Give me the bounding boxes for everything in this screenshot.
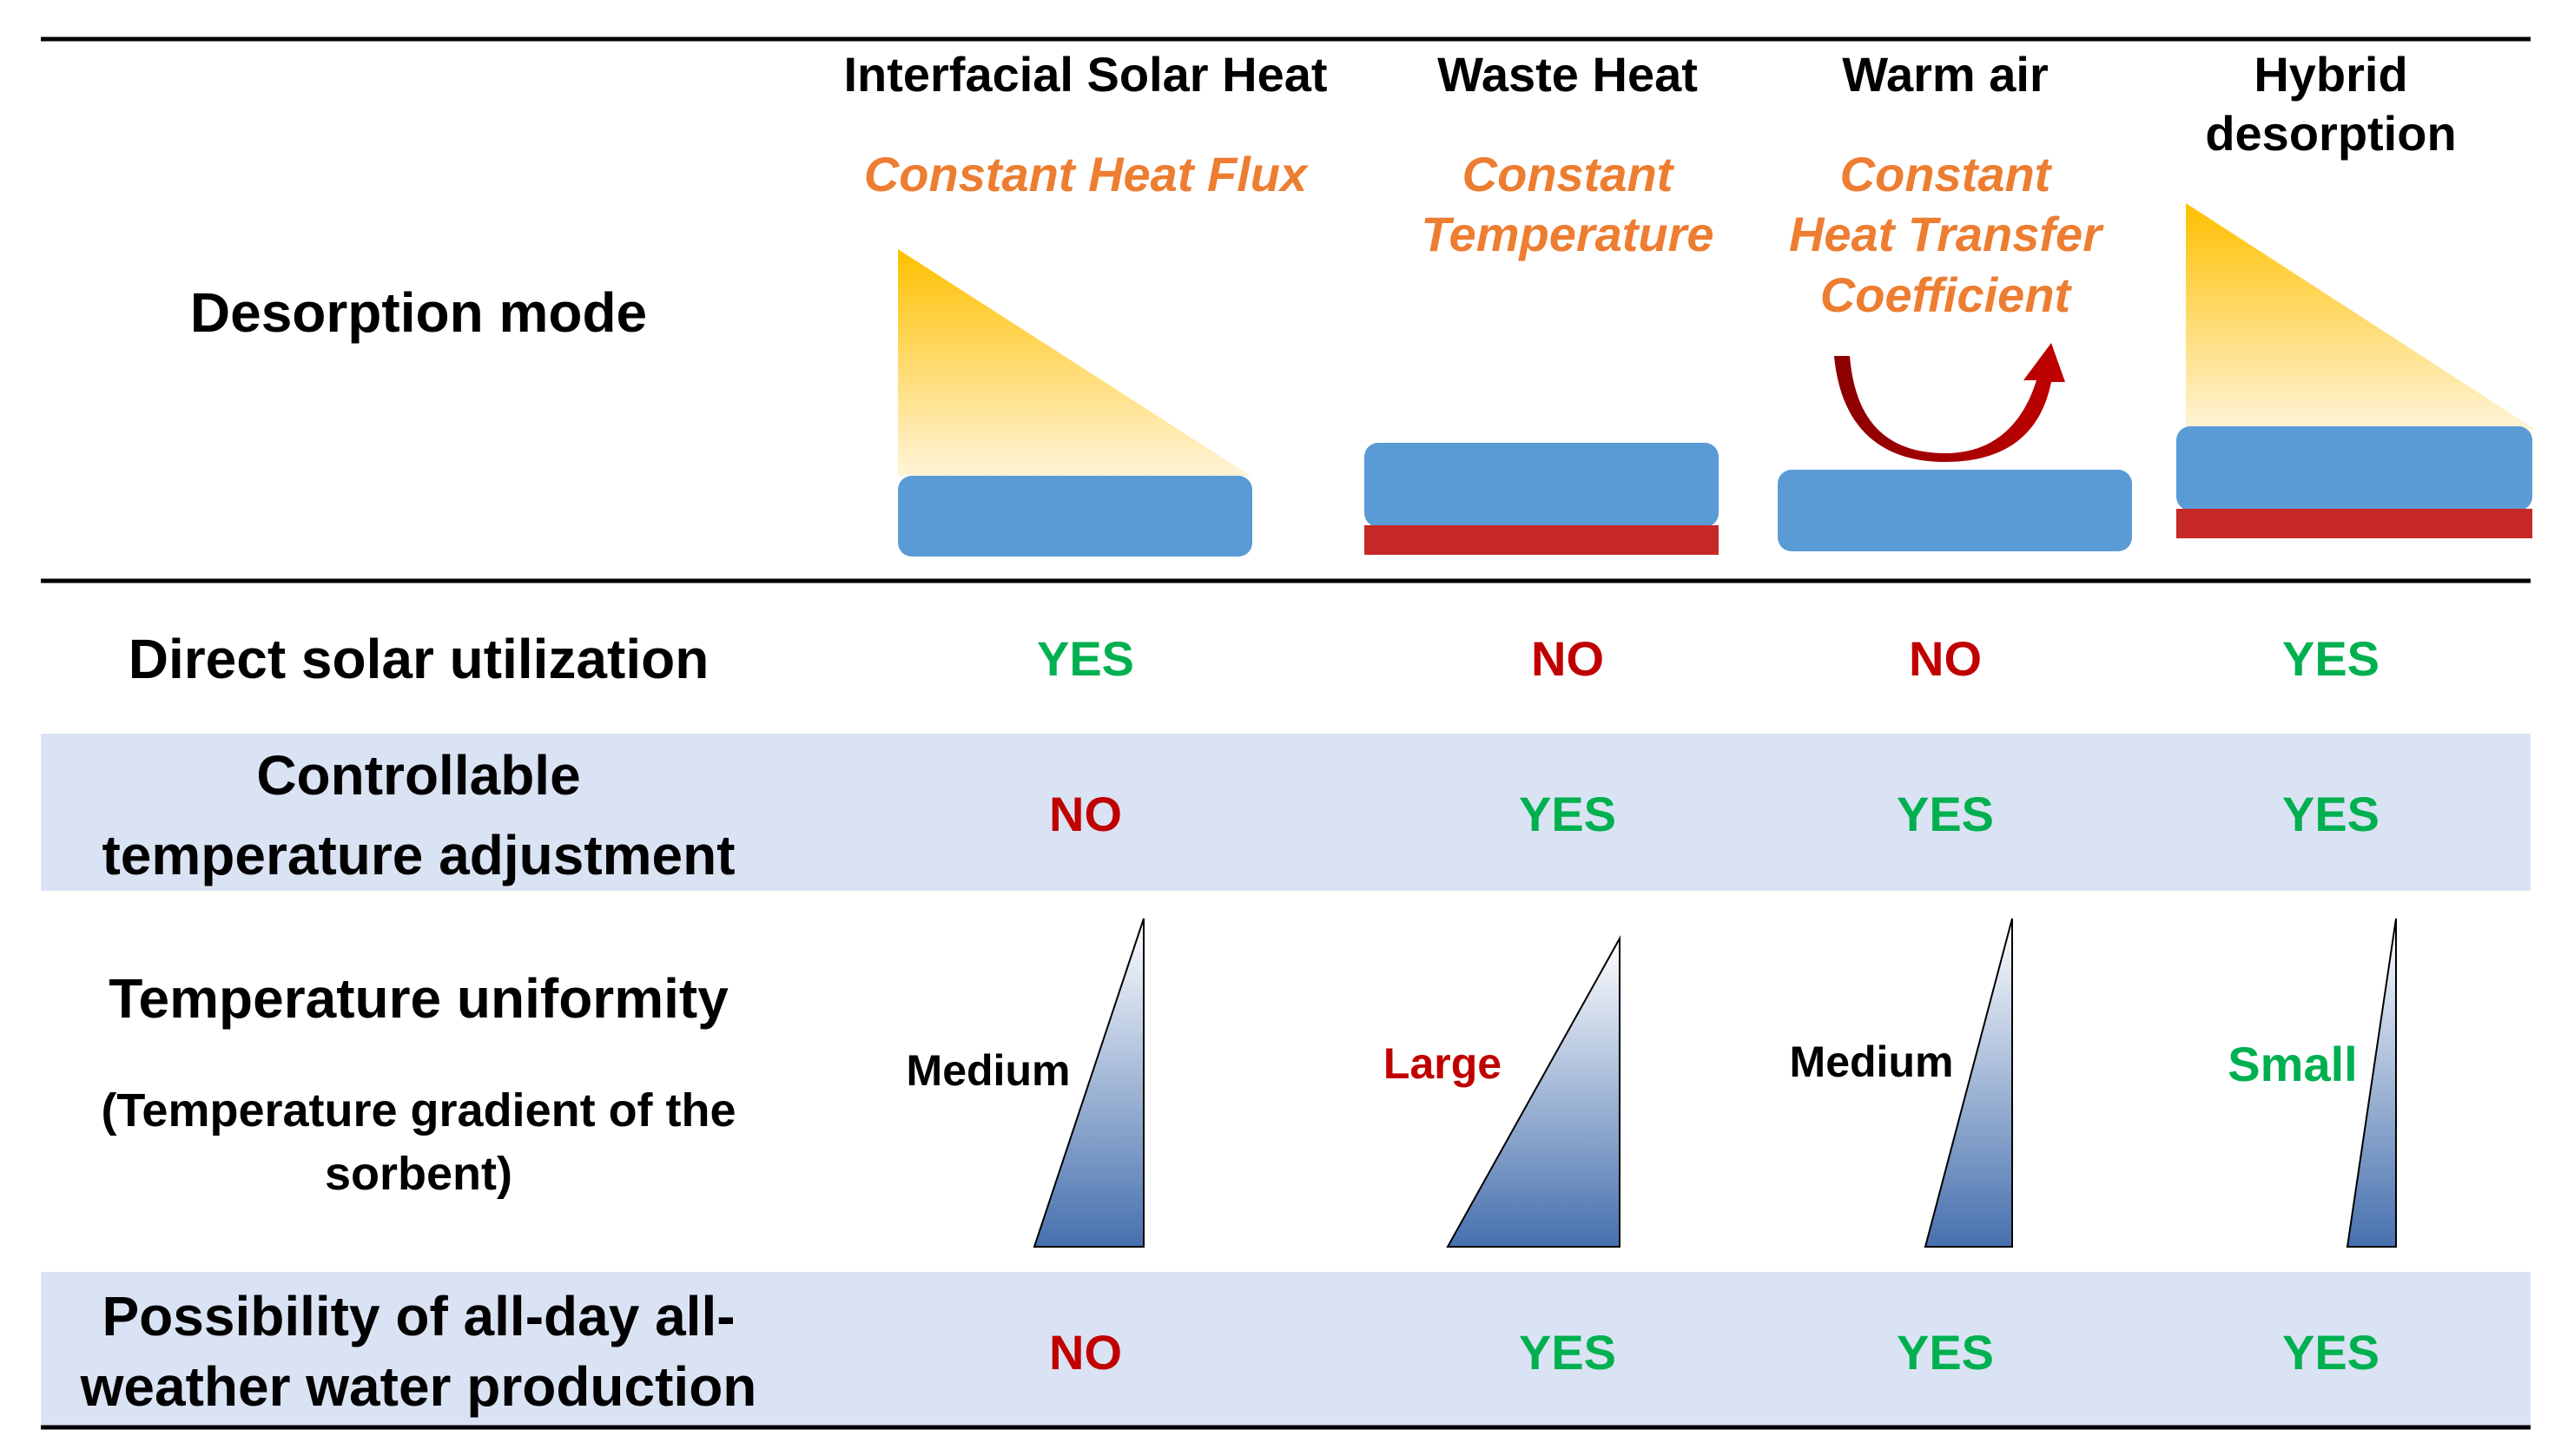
solar-flux-icon (2186, 203, 2536, 430)
row-sublabel-uniformity: (Temperature gradient of the (101, 1084, 736, 1136)
row-band-controllable (41, 734, 2531, 891)
value-no: NO (1049, 787, 1122, 841)
heater-plate (1364, 525, 1719, 555)
row-label-desorption-mode: Desorption mode (190, 281, 647, 344)
row-label-controllable: Controllable (256, 744, 580, 807)
gradient-medium: Medium (907, 1046, 1071, 1095)
value-no: NO (1049, 1325, 1122, 1380)
value-yes: YES (1037, 631, 1134, 686)
mode-waste: Constant (1462, 147, 1675, 201)
value-yes: YES (2282, 1325, 2379, 1380)
value-yes: YES (1897, 1325, 1994, 1380)
gradient-triangle-icon (1924, 918, 2013, 1248)
gradient-triangle-icon (1033, 918, 1145, 1248)
row-label-direct-solar: Direct solar utilization (129, 628, 710, 690)
row-label-controllable: temperature adjustment (102, 824, 735, 886)
warm-air-arrow-icon (1834, 343, 2065, 462)
column-title-hybrid: desorption (2205, 106, 2456, 161)
sorbent-block (898, 476, 1252, 557)
row-band-all-day (41, 1272, 2531, 1426)
row-label-uniformity: Temperature uniformity (109, 967, 729, 1030)
gradient-triangle-icon (1446, 935, 1620, 1248)
heater-plate (2176, 509, 2532, 538)
mode-solar: Constant Heat Flux (864, 147, 1310, 201)
sorbent-block (1778, 470, 2132, 551)
gradient-large: Large (1383, 1039, 1502, 1088)
value-yes: YES (1519, 1325, 1616, 1380)
value-yes: YES (2282, 631, 2379, 686)
mode-waste: Temperature (1421, 207, 1713, 261)
value-yes: YES (1519, 787, 1616, 841)
solar-flux-icon (898, 249, 1251, 476)
mode-warm-air: Constant (1840, 147, 2053, 201)
column-title-solar: Interfacial Solar Heat (843, 47, 1327, 102)
column-title-hybrid: Hybrid (2254, 47, 2407, 102)
value-no: NO (1531, 631, 1604, 686)
row-sublabel-uniformity: sorbent) (325, 1148, 512, 1200)
gradient-small: Small (2228, 1037, 2357, 1091)
mode-warm-air: Heat Transfer (1789, 207, 2104, 261)
gradient-triangle-icon (2346, 918, 2397, 1248)
row-label-all-day: weather water production (80, 1355, 757, 1418)
row-label-all-day: Possibility of all-day all- (102, 1285, 735, 1347)
sorbent-block (2176, 426, 2532, 511)
column-title-warm-air: Warm air (1842, 47, 2049, 102)
gradient-medium: Medium (1790, 1038, 1954, 1086)
mode-warm-air: Coefficient (1820, 267, 2073, 322)
sorbent-block (1364, 443, 1719, 527)
column-title-waste: Waste Heat (1437, 47, 1698, 102)
value-yes: YES (2282, 787, 2379, 841)
value-no: NO (1909, 631, 1982, 686)
value-yes: YES (1897, 787, 1994, 841)
